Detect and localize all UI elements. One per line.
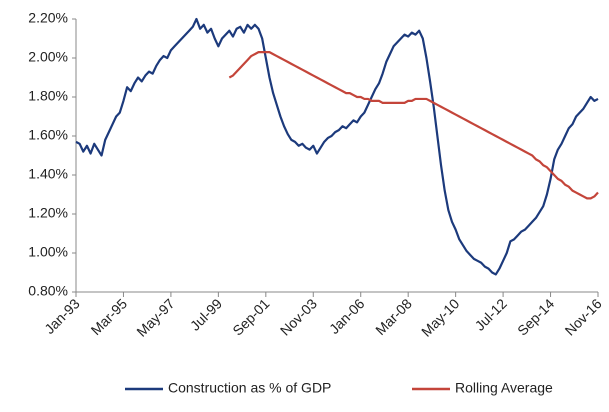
line-series <box>75 17 599 276</box>
x-tick-label: Sep-01 <box>229 295 272 338</box>
y-tick-label: 0.80% <box>28 283 68 299</box>
y-tick-label: 1.00% <box>28 244 68 260</box>
y-tick-label: 1.80% <box>28 88 68 104</box>
y-tick-label: 1.20% <box>28 205 68 221</box>
x-tick-label: Sep-14 <box>514 295 557 338</box>
x-tick-label: Nov-16 <box>562 295 605 338</box>
x-tick-label: May-10 <box>418 295 462 339</box>
legend-label: Construction as % of GDP <box>168 380 331 396</box>
x-tick-label: May-97 <box>133 295 177 339</box>
legend-label: Rolling Average <box>455 380 553 396</box>
x-tick-label: Jul-12 <box>472 295 510 333</box>
x-tick-label: Nov-03 <box>277 295 320 338</box>
line-series <box>228 51 599 200</box>
x-tick-label: Mar-08 <box>372 295 415 338</box>
y-tick-label: 2.00% <box>28 49 68 65</box>
y-tick-label: 1.60% <box>28 127 68 143</box>
x-tick-label: Jul-99 <box>187 295 225 333</box>
x-tick-label: Jan-06 <box>326 295 368 337</box>
y-tick-label: 1.40% <box>28 166 68 182</box>
x-tick-label: Jan-93 <box>41 295 83 337</box>
y-tick-label: 2.20% <box>28 10 68 26</box>
x-tick-label: Mar-95 <box>88 295 131 338</box>
